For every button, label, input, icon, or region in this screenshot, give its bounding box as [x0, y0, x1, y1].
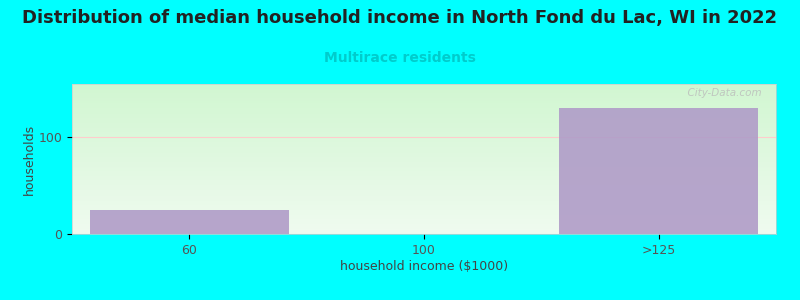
X-axis label: household income ($1000): household income ($1000) [340, 260, 508, 272]
Y-axis label: households: households [22, 123, 36, 195]
Text: City-Data.com: City-Data.com [682, 88, 762, 98]
Bar [559, 108, 758, 234]
Text: Multirace residents: Multirace residents [324, 51, 476, 65]
Text: Distribution of median household income in North Fond du Lac, WI in 2022: Distribution of median household income … [22, 9, 778, 27]
Bar [90, 210, 289, 234]
